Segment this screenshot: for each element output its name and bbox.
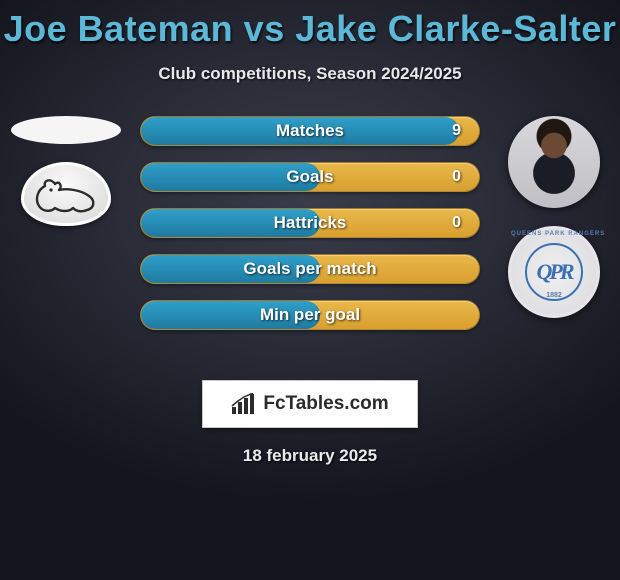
right-club-crest: QUEENS PARK RANGERS QPR 1882 — [508, 226, 600, 318]
stat-bar-matches: Matches 9 — [140, 116, 480, 146]
stat-bar-fill — [141, 163, 320, 191]
crest-ring-text: QUEENS PARK RANGERS — [511, 231, 597, 237]
right-player-column: QUEENS PARK RANGERS QPR 1882 — [494, 116, 614, 318]
left-club-crest — [21, 162, 111, 226]
crest-year: 1882 — [511, 292, 597, 299]
stat-bar-fill — [141, 117, 459, 145]
footer-brand-text: FcTables.com — [263, 393, 388, 415]
stat-bar-min-per-goal: Min per goal — [140, 300, 480, 330]
stat-bar-fill — [141, 301, 320, 329]
ram-icon — [33, 176, 99, 214]
bars-icon — [231, 393, 257, 415]
page-title: Joe Bateman vs Jake Clarke-Salter — [0, 0, 620, 50]
stat-bar-fill — [141, 255, 320, 283]
stat-bar-value: 0 — [452, 209, 461, 237]
stat-bar-goals-per-match: Goals per match — [140, 254, 480, 284]
left-player-avatar-placeholder — [11, 116, 121, 144]
right-player-avatar — [508, 116, 600, 208]
footer-brand: FcTables.com — [202, 380, 418, 428]
stat-bar-goals: Goals 0 — [140, 162, 480, 192]
stat-bar-value: 9 — [452, 117, 461, 145]
left-player-column — [6, 116, 126, 226]
stat-bar-value: 0 — [452, 163, 461, 191]
stat-bars: Matches 9 Goals 0 Hattricks 0 Goals per … — [140, 116, 480, 346]
crest-monogram: QPR — [537, 259, 572, 285]
stat-bar-hattricks: Hattricks 0 — [140, 208, 480, 238]
comparison-panel: QUEENS PARK RANGERS QPR 1882 Matches 9 G… — [0, 116, 620, 376]
subtitle: Club competitions, Season 2024/2025 — [0, 64, 620, 84]
stat-bar-fill — [141, 209, 320, 237]
date-text: 18 february 2025 — [0, 446, 620, 466]
